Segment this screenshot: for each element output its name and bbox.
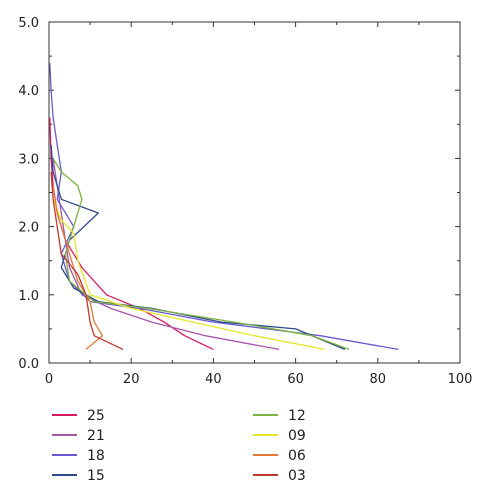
series-lines (49, 62, 399, 351)
y-tick-label: 1.0 (18, 289, 39, 304)
x-tick-label: 20 (123, 372, 140, 387)
series-line-15 (50, 144, 346, 351)
series-line-12 (52, 158, 350, 351)
x-tick-label: 0 (45, 372, 53, 387)
legend-label: 06 (288, 448, 306, 464)
series-line-03 (50, 171, 124, 350)
series-line-18 (49, 62, 399, 351)
legend-label: 15 (87, 468, 105, 484)
legend-item-15: 15 (52, 468, 105, 484)
legend-item-06: 06 (253, 448, 306, 464)
y-tick-label: 2.0 (18, 221, 39, 236)
x-tick-label: 40 (205, 372, 222, 387)
legend-item-12: 12 (253, 408, 306, 424)
y-tick-label: 0.0 (18, 357, 39, 372)
legend-item-25: 25 (52, 408, 105, 424)
x-tick-label: 60 (287, 372, 304, 387)
series-line-21 (52, 158, 280, 351)
axis-ticks: 0 20 40 60 80 100 0.0 1.0 2.0 3.0 4.0 5.0 (18, 16, 472, 387)
x-tick-label: 100 (448, 372, 473, 387)
legend-label: 21 (87, 428, 105, 444)
legend-label: 25 (87, 408, 105, 424)
series-line-09 (52, 199, 325, 351)
legend: 25 21 18 15 12 09 06 03 (52, 408, 306, 484)
legend-label: 09 (288, 428, 306, 444)
x-tick-label: 80 (370, 372, 387, 387)
y-tick-label: 5.0 (18, 16, 39, 31)
legend-label: 12 (288, 408, 306, 424)
legend-item-03: 03 (253, 468, 306, 484)
plot-frame (48, 21, 461, 364)
legend-item-18: 18 (52, 448, 105, 464)
legend-label: 03 (288, 468, 306, 484)
y-tick-label: 3.0 (18, 152, 39, 167)
legend-label: 18 (87, 448, 105, 464)
legend-item-21: 21 (52, 428, 105, 444)
y-tick-label: 4.0 (18, 84, 39, 99)
legend-item-09: 09 (253, 428, 306, 444)
